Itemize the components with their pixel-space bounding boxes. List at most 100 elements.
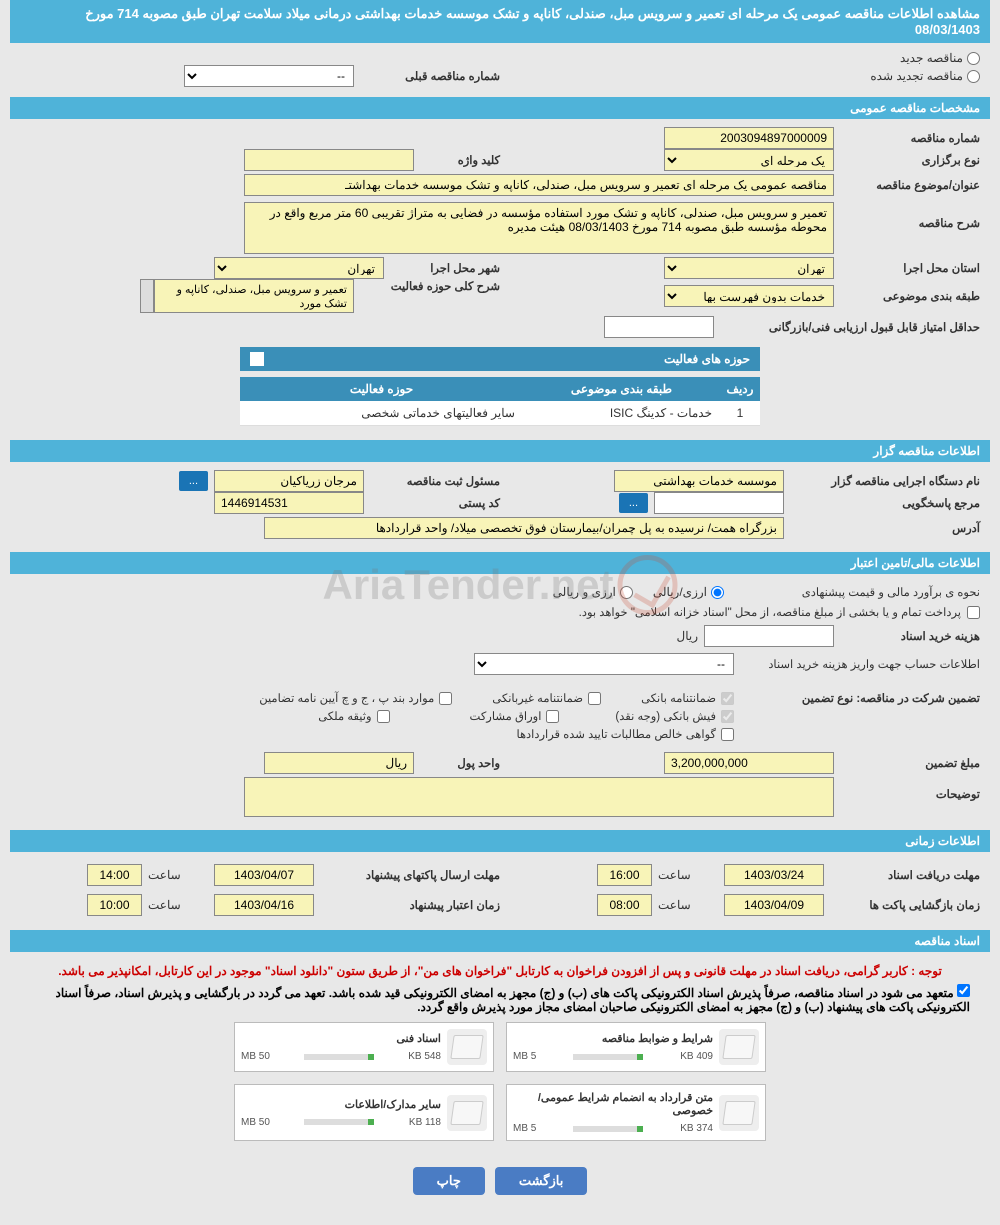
minscore-input[interactable] <box>604 316 714 338</box>
activity-label: شرح کلی حوزه فعالیت <box>360 279 500 293</box>
chk-g3[interactable] <box>439 692 452 705</box>
radio-renewed-label: مناقصه تجدید شده <box>870 69 963 83</box>
desc-textarea[interactable] <box>244 202 834 254</box>
section-financial: اطلاعات مالی/تامین اعتبار <box>10 552 990 574</box>
t3-time[interactable] <box>597 894 652 916</box>
doc-card[interactable]: شرایط و ضوابط مناقصه 409 KB5 MB <box>506 1022 766 1072</box>
ref-input[interactable] <box>654 492 784 514</box>
ref-label: مرجع پاسخگویی <box>790 496 980 510</box>
t2-time[interactable] <box>87 864 142 886</box>
guarantee-label: تضمین شرکت در مناقصه: نوع تضمین <box>740 691 980 705</box>
radio-mixed[interactable] <box>620 586 633 599</box>
t3-date[interactable] <box>724 894 824 916</box>
t4-label: زمان اعتبار پیشنهاد <box>320 898 500 912</box>
amount-label: مبلغ تضمین <box>840 756 980 770</box>
category-label: طبقه بندی موضوعی <box>840 289 980 303</box>
addr-input[interactable] <box>264 517 784 539</box>
t2-date[interactable] <box>214 864 314 886</box>
size-bar <box>304 1119 374 1125</box>
chk-g6[interactable] <box>377 710 390 723</box>
radio-renewed-tender[interactable] <box>967 70 980 83</box>
explain-textarea[interactable] <box>244 777 834 817</box>
notice-commit: متعهد می شود در اسناد مناقصه، صرفاً پذیر… <box>55 986 970 1014</box>
size-bar <box>573 1126 643 1132</box>
postal-input[interactable] <box>214 492 364 514</box>
resp-input[interactable] <box>214 470 364 492</box>
unit-label: واحد پول <box>420 756 500 770</box>
t3-label: زمان بازگشایی پاکت ها <box>830 898 980 912</box>
keyword-input[interactable] <box>244 149 414 171</box>
province-label: استان محل اجرا <box>840 261 980 275</box>
t4-time[interactable] <box>87 894 142 916</box>
province-select[interactable]: تهران <box>664 257 834 279</box>
doc-card[interactable]: سایر مدارک/اطلاعات 118 KB50 MB <box>234 1084 494 1141</box>
chk-g5[interactable] <box>546 710 559 723</box>
postal-label: کد پستی <box>370 496 500 510</box>
tender-number-label: شماره مناقصه <box>840 131 980 145</box>
folder-icon <box>447 1095 487 1131</box>
section-general: مشخصات مناقصه عمومی <box>10 97 990 119</box>
t1-date[interactable] <box>724 864 824 886</box>
activity-box: تعمیر و سرویس مبل، صندلی، کاناپه و تشک م… <box>154 279 354 313</box>
page-title: مشاهده اطلاعات مناقصه عمومی یک مرحله ای … <box>10 0 990 43</box>
buy-cost-input[interactable] <box>704 625 834 647</box>
folder-icon <box>719 1029 759 1065</box>
scroll-indicator <box>140 279 154 313</box>
chk-g7[interactable] <box>721 728 734 741</box>
resp-more-button[interactable]: ... <box>179 471 208 491</box>
estimate-label: نحوه ی برآورد مالی و قیمت پیشنهادی <box>730 585 980 599</box>
prev-number-label: شماره مناقصه قبلی <box>360 69 500 83</box>
resp-label: مسئول ثبت مناقصه <box>370 474 500 488</box>
category-select[interactable]: خدمات بدون فهرست بها <box>664 285 834 307</box>
radio-new-tender[interactable] <box>967 52 980 65</box>
bank-select[interactable]: -- <box>474 653 734 675</box>
unit-input[interactable] <box>264 752 414 774</box>
orgname-label: نام دستگاه اجرایی مناقصه گزار <box>790 474 980 488</box>
notice-red: توجه : کاربر گرامی، دریافت اسناد در مهلت… <box>20 960 980 982</box>
col-activity: حوزه فعالیت <box>240 377 523 401</box>
exec-type-select[interactable]: یک مرحله ای <box>664 149 834 171</box>
explain-label: توضیحات <box>840 777 980 801</box>
radio-riyal[interactable] <box>711 586 724 599</box>
minscore-label: حداقل امتیاز قابل قبول ارزیابی فنی/بازرگ… <box>720 320 980 334</box>
doc-card[interactable]: اسناد فنی 548 KB50 MB <box>234 1022 494 1072</box>
table-toggle-icon[interactable] <box>250 352 264 366</box>
col-row: ردیف <box>720 377 760 401</box>
orgname-input[interactable] <box>614 470 784 492</box>
bank-info-label: اطلاعات حساب جهت واریز هزینه خرید اسناد <box>740 657 980 671</box>
print-button[interactable]: چاپ <box>413 1167 485 1195</box>
treasury-label: پرداخت تمام و یا بخشی از مبلغ مناقصه، از… <box>579 605 961 619</box>
t1-time[interactable] <box>597 864 652 886</box>
t4-date[interactable] <box>214 894 314 916</box>
exec-type-label: نوع برگزاری <box>840 153 980 167</box>
t2-label: مهلت ارسال پاکتهای پیشنهاد <box>320 868 500 882</box>
prev-number-select[interactable]: -- <box>184 65 354 87</box>
folder-icon <box>719 1095 759 1131</box>
chk-g1[interactable] <box>721 692 734 705</box>
tender-number-input[interactable] <box>664 127 834 149</box>
section-org: اطلاعات مناقصه گزار <box>10 440 990 462</box>
ref-more-button[interactable]: ... <box>619 493 648 513</box>
activity-table-header: حوزه های فعالیت <box>240 347 760 371</box>
folder-icon <box>447 1029 487 1065</box>
keyword-label: کلید واژه <box>420 153 500 167</box>
treasury-check[interactable] <box>967 606 980 619</box>
addr-label: آدرس <box>790 521 980 535</box>
chk-g2[interactable] <box>588 692 601 705</box>
activity-table: ردیف طبقه بندی موضوعی حوزه فعالیت 1 خدما… <box>240 377 760 426</box>
back-button[interactable]: بازگشت <box>495 1167 587 1195</box>
amount-input[interactable] <box>664 752 834 774</box>
doc-card[interactable]: متن قرارداد به انضمام شرایط عمومی/خصوصی … <box>506 1084 766 1141</box>
size-bar <box>304 1054 374 1060</box>
desc-label: شرح مناقصه <box>840 202 980 230</box>
city-select[interactable]: تهران <box>214 257 384 279</box>
size-bar <box>573 1054 643 1060</box>
commit-check[interactable] <box>957 984 970 997</box>
buy-cost-label: هزینه خرید اسناد <box>840 629 980 643</box>
city-label: شهر محل اجرا <box>390 261 500 275</box>
radio-new-label: مناقصه جدید <box>900 51 963 65</box>
title-input[interactable] <box>244 174 834 196</box>
section-docs: اسناد مناقصه <box>10 930 990 952</box>
chk-g4[interactable] <box>721 710 734 723</box>
section-time: اطلاعات زمانی <box>10 830 990 852</box>
